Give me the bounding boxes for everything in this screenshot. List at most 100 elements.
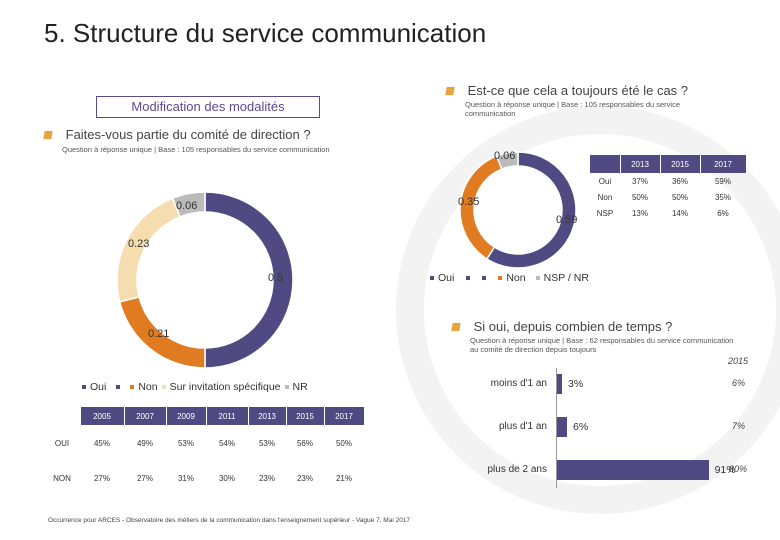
- legend-swatch: [116, 385, 121, 389]
- q1-donut: [116, 191, 294, 369]
- bullet-icon: [445, 87, 455, 95]
- table-cell: 6%: [717, 208, 729, 218]
- table-cell: 50%: [631, 192, 648, 202]
- compare-year: 2015: [728, 356, 749, 366]
- table-cell: 54%: [218, 438, 235, 448]
- year-header: 2015: [660, 155, 701, 173]
- bar-value: 91%: [714, 464, 736, 476]
- q2-table: 2013 2015 2017 Oui 37% 36% 59% Non 50% 5…: [590, 155, 747, 221]
- q1-label-oui: 0.5: [268, 272, 284, 284]
- year-header: 2015: [286, 407, 325, 425]
- year-header: 2011: [206, 407, 249, 425]
- year-header: 2005: [80, 407, 125, 425]
- q2-title-text: Est-ce que cela a toujours été le cas ?: [467, 83, 689, 98]
- q2-subtitle: Question à réponse unique | Base : 105 r…: [465, 100, 681, 118]
- q2-label-non: 0.35: [458, 196, 480, 208]
- table-cell: 53%: [177, 438, 194, 448]
- footer: Occurrence pour ARCES - Observatoire des…: [48, 517, 411, 524]
- q3-title: Si oui, depuis combien de temps ?: [451, 319, 673, 334]
- q1-label-non: 0.21: [148, 328, 170, 340]
- table-cell: 31%: [177, 473, 194, 483]
- table-cell: 36%: [671, 176, 688, 186]
- row-label: Oui: [598, 176, 612, 186]
- table-cell: 23%: [296, 473, 313, 483]
- legend-oui: Oui: [438, 272, 455, 284]
- legend-swatch: [466, 276, 471, 280]
- bar: [557, 417, 567, 437]
- table-cell: 13%: [631, 208, 648, 218]
- bullet-icon: [43, 131, 53, 139]
- bar-compare: 7%: [732, 421, 746, 431]
- q2-donut: [459, 151, 577, 269]
- axis-line: [556, 368, 557, 488]
- donut-slice: [495, 151, 519, 171]
- row-label: NON: [53, 473, 71, 483]
- year-header: 2007: [124, 407, 167, 425]
- q1-subtitle: Question à réponse unique | Base : 105 r…: [62, 145, 330, 154]
- bar-label: plus d'1 an: [498, 421, 547, 432]
- year-header: 2017: [324, 407, 365, 425]
- bar-compare: 6%: [732, 378, 746, 388]
- legend-nsp: NSP / NR: [543, 272, 589, 284]
- q1-legend: Oui Non Sur invitation spécifique NR: [82, 381, 308, 393]
- row-label: OUI: [54, 438, 70, 448]
- table-cell: 23%: [258, 473, 275, 483]
- table-cell: 35%: [714, 192, 731, 202]
- bar: [557, 374, 562, 394]
- q1-label-invitation: 0.23: [128, 238, 150, 250]
- row-label: NSP: [596, 208, 614, 218]
- slide-title: 5. Structure du service communication: [44, 18, 487, 48]
- year-header: 2017: [700, 155, 747, 173]
- year-header: 2013: [248, 407, 287, 425]
- table-cell: 45%: [93, 438, 110, 448]
- legend-swatch: [130, 385, 135, 389]
- q2-label-oui: 0.59: [556, 214, 578, 226]
- q2-legend: Oui Non NSP / NR: [430, 272, 589, 284]
- legend-oui: Oui: [90, 381, 107, 393]
- table-cell: 49%: [136, 438, 153, 448]
- bar-value: 3%: [567, 378, 584, 390]
- donut-slice: [171, 191, 206, 218]
- table-cell: 21%: [335, 473, 352, 483]
- bullet-icon: [451, 323, 461, 331]
- legend-swatch: [284, 385, 289, 389]
- watermark-logo: [396, 106, 780, 514]
- table-cell: 27%: [93, 473, 110, 483]
- q2-title: Est-ce que cela a toujours été le cas ?: [445, 83, 689, 98]
- table-cell: 37%: [631, 176, 648, 186]
- legend-swatch: [498, 276, 503, 280]
- table-cell: 30%: [218, 473, 235, 483]
- bar-label: plus de 2 ans: [487, 464, 548, 475]
- year-header: 2013: [620, 155, 661, 173]
- q1-title-text: Faites-vous partie du comité de directio…: [65, 127, 311, 142]
- row-label: Non: [597, 192, 613, 202]
- table-cell: 50%: [335, 438, 352, 448]
- legend-swatch: [161, 385, 166, 389]
- legend-swatch: [430, 276, 434, 280]
- q2-label-nsp: 0.06: [494, 150, 516, 162]
- table-cell: 27%: [136, 473, 153, 483]
- legend-non: Non: [506, 272, 526, 284]
- bar-compare: 80%: [729, 464, 748, 474]
- q3-subtitle: Question à réponse unique | Base : 62 re…: [470, 336, 734, 354]
- year-header: 2009: [166, 407, 207, 425]
- table-cell: 53%: [258, 438, 275, 448]
- legend-non: Non: [138, 381, 158, 393]
- legend-invitation: Sur invitation spécifique: [169, 381, 281, 393]
- table-cell: 59%: [714, 176, 731, 186]
- table-cell: 56%: [296, 438, 313, 448]
- table-cell: 50%: [671, 192, 688, 202]
- modification-box: Modification des modalités: [96, 96, 320, 118]
- q1-table: 2005 2007 2009 2011 2013 2015 2017 OUI 4…: [44, 407, 365, 495]
- q1-title: Faites-vous partie du comité de directio…: [43, 127, 311, 142]
- q1-label-nr: 0.06: [176, 200, 198, 212]
- table-cell: 14%: [671, 208, 688, 218]
- legend-swatch: [82, 385, 86, 389]
- q3-title-text: Si oui, depuis combien de temps ?: [473, 319, 673, 334]
- legend-swatch: [482, 276, 487, 280]
- bar: [557, 460, 709, 480]
- legend-swatch: [535, 276, 540, 280]
- donut-slice: [116, 197, 181, 303]
- bar-label: moins d'1 an: [490, 378, 547, 389]
- bar-value: 6%: [572, 421, 589, 433]
